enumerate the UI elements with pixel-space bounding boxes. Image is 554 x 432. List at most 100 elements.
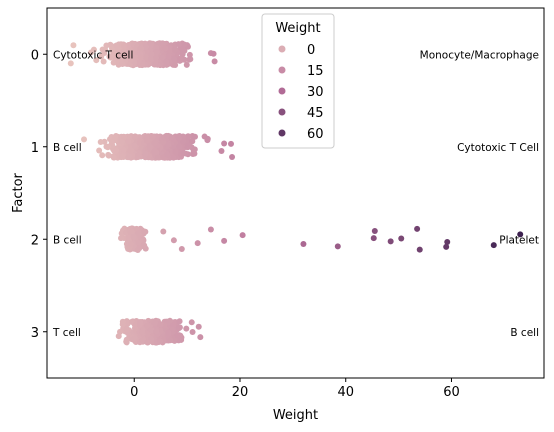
legend: Weight 0 15 30 45 60	[261, 13, 335, 149]
legend-marker	[278, 45, 286, 53]
data-point	[221, 140, 228, 147]
data-point	[128, 228, 135, 235]
data-point	[126, 50, 133, 57]
data-point	[67, 60, 74, 67]
data-point	[127, 240, 134, 247]
data-point	[90, 46, 97, 53]
data-point	[218, 147, 225, 154]
legend-label: 45	[307, 106, 324, 121]
data-point	[176, 143, 183, 150]
axes-layer: 0 20 40 60 0 1 2 3	[31, 48, 460, 400]
data-point	[149, 133, 156, 140]
data-point	[181, 41, 188, 48]
data-point	[131, 142, 138, 149]
data-point	[180, 149, 187, 156]
data-point	[127, 147, 134, 154]
data-point	[157, 321, 164, 328]
data-point	[81, 136, 88, 143]
data-point	[110, 59, 117, 66]
data-point	[165, 141, 172, 148]
data-point	[144, 339, 151, 346]
data-point	[444, 238, 451, 245]
data-point	[172, 149, 179, 156]
data-point	[178, 245, 185, 252]
data-point	[110, 154, 117, 161]
data-point	[221, 237, 228, 244]
data-point	[135, 239, 142, 246]
data-point	[160, 228, 167, 235]
data-point	[229, 153, 236, 160]
data-point	[159, 40, 166, 47]
data-point	[185, 133, 192, 140]
data-point	[117, 328, 124, 335]
data-point	[152, 319, 159, 326]
data-point	[99, 152, 106, 159]
data-point	[187, 56, 194, 63]
data-point	[144, 137, 151, 144]
y-tick-label: 2	[31, 233, 39, 248]
data-point	[127, 56, 134, 63]
x-tick-label: 40	[337, 385, 354, 400]
data-point	[177, 55, 184, 62]
data-point	[490, 242, 497, 249]
data-point	[143, 49, 150, 56]
data-point	[183, 325, 190, 332]
data-point	[387, 238, 394, 245]
data-point	[165, 53, 172, 60]
data-point	[129, 335, 136, 342]
annotations-layer: Cytotoxic T cell Monocyte/Macrophage B cel…	[52, 49, 539, 339]
data-point	[121, 133, 128, 140]
data-point	[141, 228, 148, 235]
data-point	[118, 235, 125, 242]
data-point	[175, 325, 182, 332]
data-point	[517, 231, 524, 238]
data-point	[113, 147, 120, 154]
data-point	[147, 55, 154, 62]
data-point	[211, 58, 218, 65]
annotation-label: Cytotoxic T cell	[53, 49, 133, 61]
data-point	[141, 242, 148, 249]
data-point	[172, 62, 179, 69]
data-point	[107, 54, 114, 61]
data-point	[189, 329, 196, 336]
data-point	[175, 135, 182, 142]
data-point	[163, 132, 170, 139]
data-point	[120, 146, 127, 153]
data-point	[125, 138, 132, 145]
data-point	[139, 337, 146, 344]
data-point	[398, 235, 405, 242]
data-point	[131, 325, 138, 332]
y-tick-label: 3	[31, 326, 39, 341]
data-point	[135, 230, 142, 237]
data-point	[120, 50, 127, 57]
data-point	[228, 140, 234, 147]
data-point	[207, 226, 214, 233]
legend-marker	[278, 66, 286, 74]
legend-label: 0	[307, 43, 315, 58]
data-point	[136, 322, 143, 329]
data-point	[191, 133, 198, 140]
data-point	[134, 152, 141, 159]
data-point	[414, 225, 421, 232]
data-point	[194, 240, 201, 247]
data-point	[70, 42, 77, 49]
data-point	[175, 41, 182, 48]
data-point	[142, 43, 149, 50]
annotation-label: B cell	[510, 327, 539, 339]
data-point	[171, 47, 178, 54]
data-point	[104, 143, 111, 150]
data-point	[174, 332, 181, 339]
data-point	[239, 232, 246, 239]
legend-label: 60	[307, 127, 324, 142]
data-point	[210, 50, 217, 57]
data-point	[96, 147, 103, 154]
data-point	[443, 243, 450, 250]
data-point	[163, 59, 170, 66]
data-point	[119, 318, 126, 325]
data-point	[142, 151, 149, 158]
data-point	[108, 139, 115, 146]
data-point	[179, 138, 186, 145]
data-point	[130, 233, 137, 240]
y-axis-title: Factor	[11, 172, 26, 212]
